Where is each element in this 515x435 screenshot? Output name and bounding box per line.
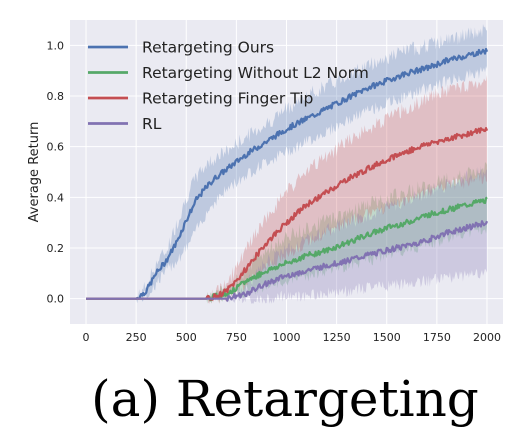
x-tick-label: 1750 (423, 331, 451, 344)
legend-label: Retargeting Ours (142, 39, 274, 57)
y-axis-label: Average Return (27, 122, 42, 223)
confidence-band (86, 24, 487, 304)
y-tick-label: 0.0 (47, 293, 65, 306)
y-tick-label: 0.4 (47, 191, 65, 204)
y-axis-ticks: 0.0 0.2 0.4 0.6 0.8 1.0 (47, 39, 65, 305)
confidence-band (86, 166, 487, 304)
y-tick-label: 0.8 (47, 90, 65, 103)
x-tick-label: 1000 (273, 331, 301, 344)
x-axis-ticks: 0 250 500 750 1000 1250 1500 1750 2000 (83, 331, 501, 344)
legend-label: Retargeting Without L2 Norm (142, 64, 369, 82)
x-tick-label: 1250 (323, 331, 351, 344)
x-tick-label: 1500 (373, 331, 401, 344)
figure-caption: (a) Retargeting (91, 370, 479, 428)
series-line (85, 47, 489, 300)
legend-label: RL (142, 115, 162, 133)
y-tick-label: 0.6 (47, 141, 65, 154)
series-line (85, 220, 489, 302)
x-tick-label: 500 (176, 331, 197, 344)
y-tick-label: 1.0 (47, 39, 65, 52)
y-tick-label: 0.2 (47, 242, 65, 255)
legend: Retargeting Ours Retargeting Without L2 N… (88, 39, 369, 133)
x-tick-label: 2000 (473, 331, 501, 344)
series-lines (85, 47, 489, 302)
legend-label: Retargeting Finger Tip (142, 90, 313, 108)
x-tick-label: 0 (83, 331, 90, 344)
x-tick-label: 250 (126, 331, 147, 344)
grid (70, 20, 503, 324)
confidence-band (86, 74, 487, 304)
x-tick-label: 750 (226, 331, 247, 344)
